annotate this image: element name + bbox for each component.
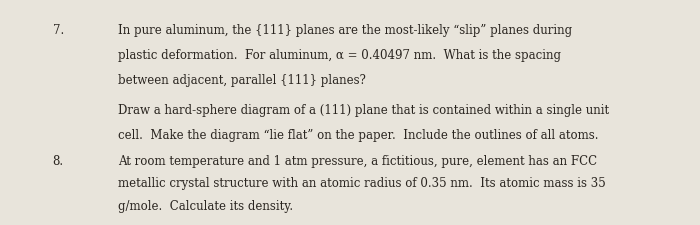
Text: 7.: 7.	[52, 24, 64, 37]
Text: In pure aluminum, the {111} planes are the most-likely “slip” planes during: In pure aluminum, the {111} planes are t…	[118, 24, 572, 37]
Text: between adjacent, parallel {111} planes?: between adjacent, parallel {111} planes?	[118, 74, 365, 87]
Text: cell.  Make the diagram “lie flat” on the paper.  Include the outlines of all at: cell. Make the diagram “lie flat” on the…	[118, 129, 598, 142]
Text: metallic crystal structure with an atomic radius of 0.35 nm.  Its atomic mass is: metallic crystal structure with an atomi…	[118, 177, 606, 189]
Text: plastic deformation.  For aluminum, α = 0.40497 nm.  What is the spacing: plastic deformation. For aluminum, α = 0…	[118, 49, 561, 62]
Text: g/mole.  Calculate its density.: g/mole. Calculate its density.	[118, 200, 293, 213]
Text: 8.: 8.	[52, 155, 64, 168]
Text: At room temperature and 1 atm pressure, a fictitious, pure, element has an FCC: At room temperature and 1 atm pressure, …	[118, 155, 596, 168]
Text: Draw a hard-sphere diagram of a (111) plane that is contained within a single un: Draw a hard-sphere diagram of a (111) pl…	[118, 104, 609, 117]
